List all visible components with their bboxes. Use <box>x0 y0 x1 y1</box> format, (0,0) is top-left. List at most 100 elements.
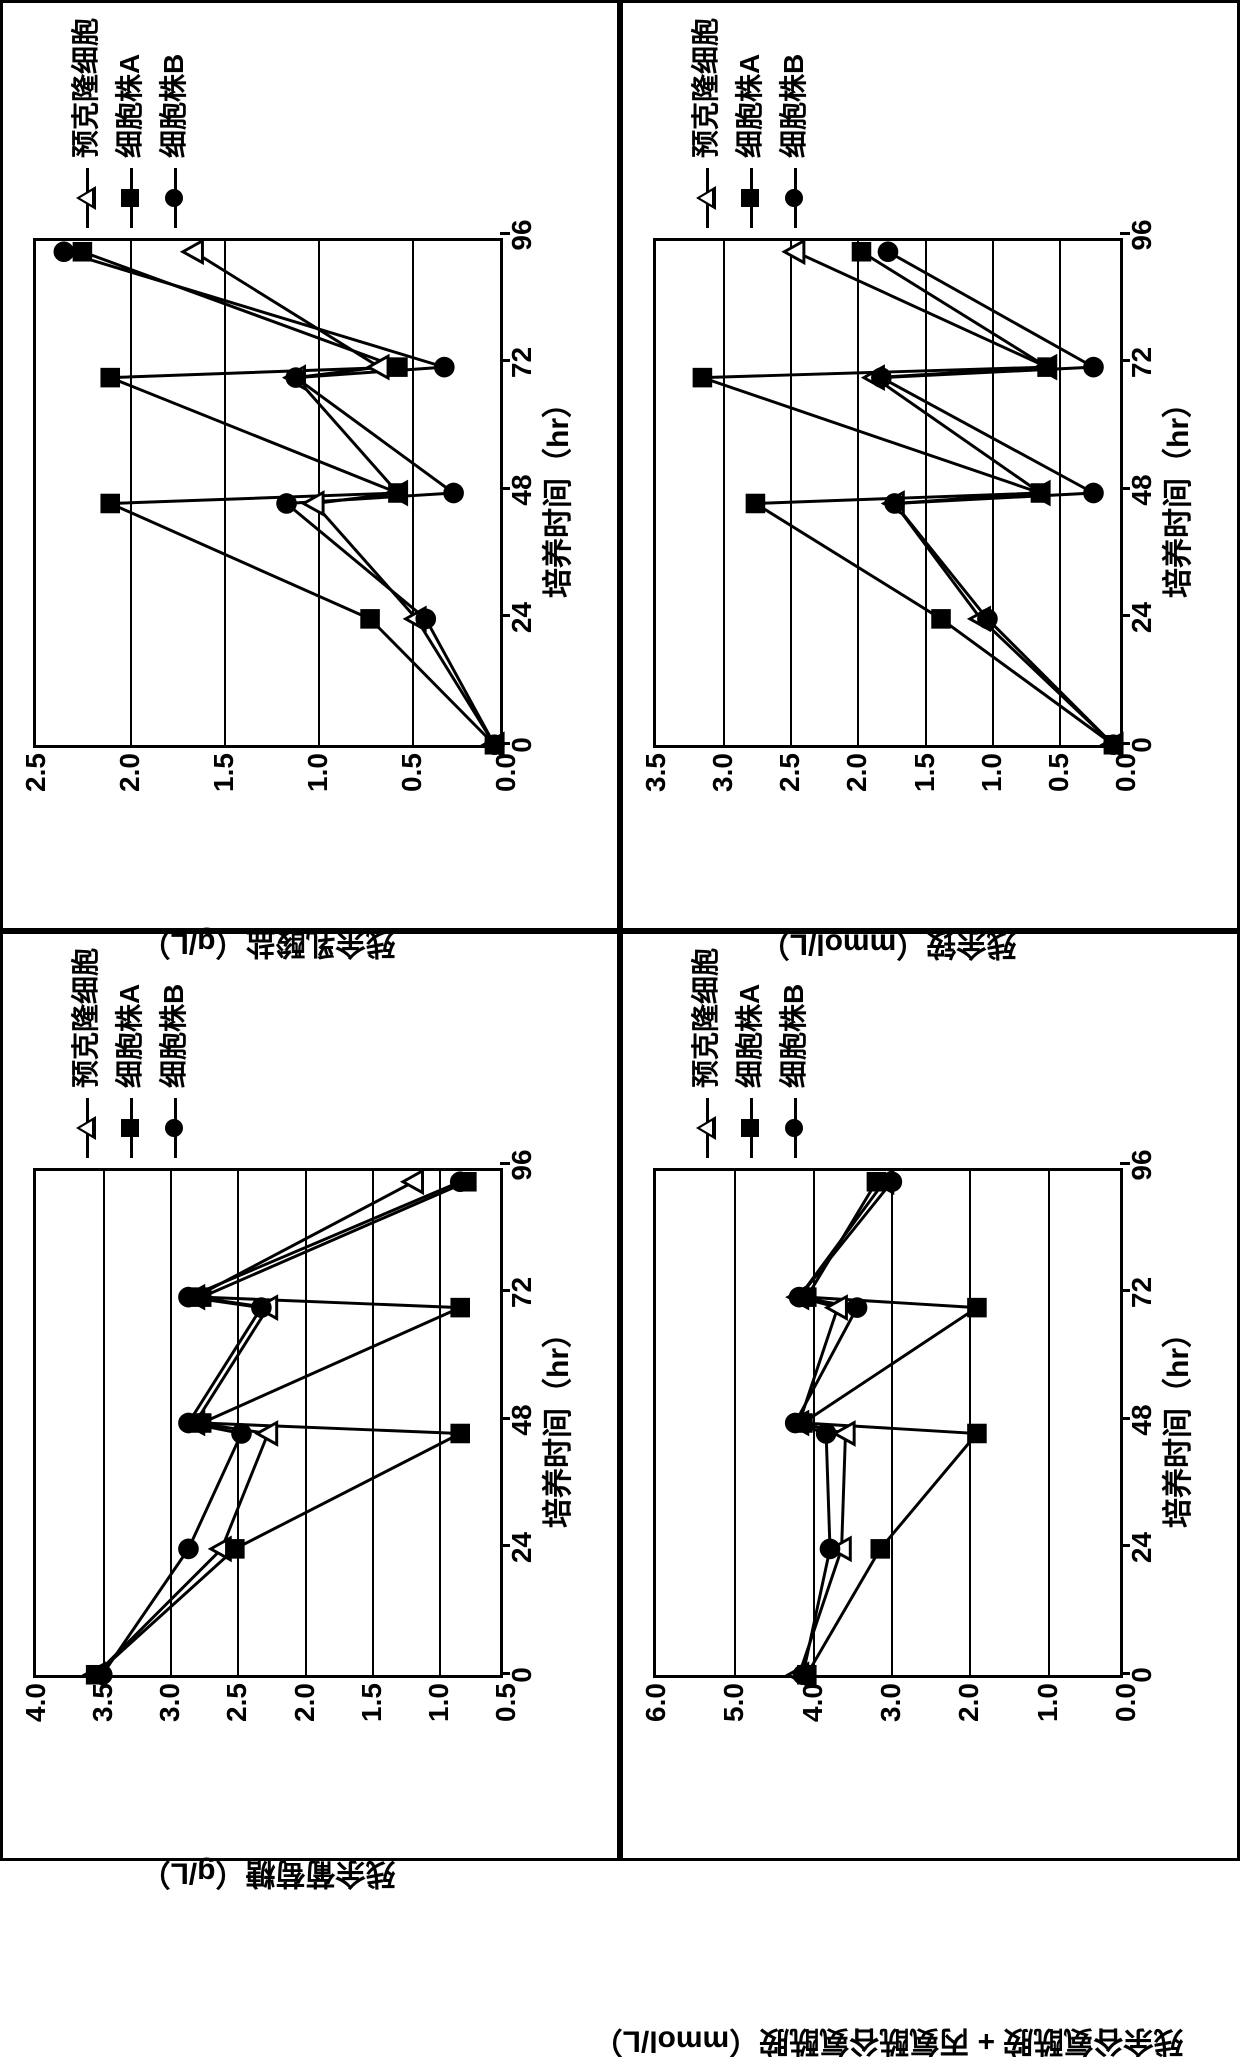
legend-item: 预克隆细胞 <box>65 948 107 1158</box>
xtick-label: 48 <box>508 474 536 505</box>
legend: 预克隆细胞细胞株A细胞株B <box>683 18 817 228</box>
plot-br: 0.00.51.01.52.02.53.03.5024487296残余铵（mmo… <box>653 238 1123 748</box>
ytick-label: 2.5 <box>22 753 50 792</box>
y-axis-label: 残余铵（mmol/L） <box>760 928 1017 958</box>
legend-label: 预克隆细胞 <box>65 18 107 158</box>
xtick-label: 96 <box>1128 1149 1156 1180</box>
plot-bl: 0.01.02.03.04.05.06.0024487296残余谷氨酰胺 + 丙… <box>653 1168 1123 1678</box>
series-layer <box>36 1171 500 1675</box>
figure-surface: 0.51.01.52.02.53.03.54.0024487296残余葡萄糖（g… <box>0 0 1240 1861</box>
ytick-label: 0.5 <box>398 753 426 792</box>
x-axis-label: 培养时间（hr） <box>544 1318 574 1528</box>
legend-label: 细胞株A <box>109 54 151 158</box>
panel-bl: 0.01.02.03.04.05.06.0024487296残余谷氨酰胺 + 丙… <box>620 931 1240 1861</box>
panel-br: 0.00.51.01.52.02.53.03.5024487296残余铵（mmo… <box>620 0 1240 931</box>
legend: 预克隆细胞细胞株A细胞株B <box>63 948 197 1158</box>
legend-item: 细胞株B <box>153 18 195 228</box>
legend-marker-a <box>121 1098 139 1158</box>
ytick-label: 0.5 <box>492 1683 520 1722</box>
ytick-label: 0.0 <box>492 753 520 792</box>
legend-marker-a <box>121 168 139 228</box>
xtick-label: 96 <box>1128 219 1156 250</box>
xtick-label: 0 <box>508 737 536 753</box>
legend-marker-a <box>741 168 759 228</box>
ytick-label: 3.0 <box>709 753 737 792</box>
xtick-label: 72 <box>1128 1277 1156 1308</box>
ytick-label: 2.0 <box>291 1683 319 1722</box>
plot-tl: 0.51.01.52.02.53.03.54.0024487296残余葡萄糖（g… <box>33 1168 503 1678</box>
legend-marker-pre <box>76 1098 96 1158</box>
xtick-label: 24 <box>508 1532 536 1563</box>
ytick-label: 5.0 <box>720 1683 748 1722</box>
legend-label: 预克隆细胞 <box>685 18 727 158</box>
ytick-label: 0.5 <box>1045 753 1073 792</box>
ytick-label: 0.0 <box>1112 1683 1140 1722</box>
y-axis-label: 残余谷氨酰胺 + 丙氨酰谷氨酰胺（mmol/L） <box>593 2025 1184 2055</box>
legend-marker-pre <box>696 1098 716 1158</box>
legend-item: 细胞株B <box>773 948 815 1158</box>
y-axis-label: 残余葡萄糖（g/L） <box>141 1858 396 1888</box>
ytick-label: 3.0 <box>156 1683 184 1722</box>
series-layer <box>656 241 1120 745</box>
ytick-label: 2.0 <box>843 753 871 792</box>
ytick-label: 1.0 <box>1034 1683 1062 1722</box>
ytick-label: 3.0 <box>877 1683 905 1722</box>
xtick-label: 24 <box>508 602 536 633</box>
page: 0.51.01.52.02.53.03.54.0024487296残余葡萄糖（g… <box>0 621 1240 1861</box>
ytick-label: 1.5 <box>210 753 238 792</box>
legend-item: 细胞株A <box>729 948 771 1158</box>
xtick-label: 48 <box>1128 1404 1156 1435</box>
xtick-label: 24 <box>1128 602 1156 633</box>
legend-marker-b <box>165 1098 183 1158</box>
legend-label: 细胞株B <box>153 984 195 1088</box>
xtick-label: 72 <box>508 347 536 378</box>
legend-label: 预克隆细胞 <box>685 948 727 1088</box>
legend-item: 细胞株A <box>729 18 771 228</box>
legend: 预克隆细胞细胞株A细胞株B <box>683 948 817 1158</box>
legend-marker-b <box>785 168 803 228</box>
legend-item: 预克隆细胞 <box>685 18 727 228</box>
ytick-label: 0.0 <box>1112 753 1140 792</box>
series-layer <box>656 1171 1120 1675</box>
xtick-label: 48 <box>1128 474 1156 505</box>
legend-item: 细胞株B <box>153 948 195 1158</box>
x-axis-label: 培养时间（hr） <box>544 388 574 598</box>
legend-label: 细胞株A <box>729 54 771 158</box>
ytick-label: 4.0 <box>799 1683 827 1722</box>
legend-item: 预克隆细胞 <box>685 948 727 1158</box>
xtick-label: 0 <box>1128 1667 1156 1683</box>
legend: 预克隆细胞细胞株A细胞株B <box>63 18 197 228</box>
legend-label: 细胞株A <box>729 984 771 1088</box>
ytick-label: 2.0 <box>955 1683 983 1722</box>
ytick-label: 1.5 <box>358 1683 386 1722</box>
ytick-label: 4.0 <box>22 1683 50 1722</box>
legend-item: 细胞株B <box>773 18 815 228</box>
xtick-label: 72 <box>1128 347 1156 378</box>
ytick-label: 2.5 <box>776 753 804 792</box>
ytick-label: 1.0 <box>425 1683 453 1722</box>
x-axis-label: 培养时间（hr） <box>1164 1318 1194 1528</box>
legend-label: 细胞株B <box>153 54 195 158</box>
legend-marker-pre <box>696 168 716 228</box>
plot-tr: 0.00.51.01.52.02.5024487296残余乳酸盐（g/L）培养时… <box>33 238 503 748</box>
ytick-label: 3.5 <box>89 1683 117 1722</box>
xtick-label: 24 <box>1128 1532 1156 1563</box>
ytick-label: 2.0 <box>116 753 144 792</box>
ytick-label: 2.5 <box>223 1683 251 1722</box>
x-axis-label: 培养时间（hr） <box>1164 388 1194 598</box>
xtick-label: 48 <box>508 1404 536 1435</box>
legend-label: 细胞株B <box>773 54 815 158</box>
legend-item: 细胞株A <box>109 18 151 228</box>
legend-marker-a <box>741 1098 759 1158</box>
ytick-label: 1.0 <box>978 753 1006 792</box>
xtick-label: 0 <box>508 1667 536 1683</box>
y-axis-label: 残余乳酸盐（g/L） <box>141 928 396 958</box>
ytick-label: 1.5 <box>911 753 939 792</box>
legend-marker-b <box>165 168 183 228</box>
legend-label: 细胞株A <box>109 984 151 1088</box>
ytick-label: 1.0 <box>304 753 332 792</box>
legend-marker-pre <box>76 168 96 228</box>
series-layer <box>36 241 500 745</box>
legend-label: 细胞株B <box>773 984 815 1088</box>
xtick-label: 96 <box>508 1149 536 1180</box>
